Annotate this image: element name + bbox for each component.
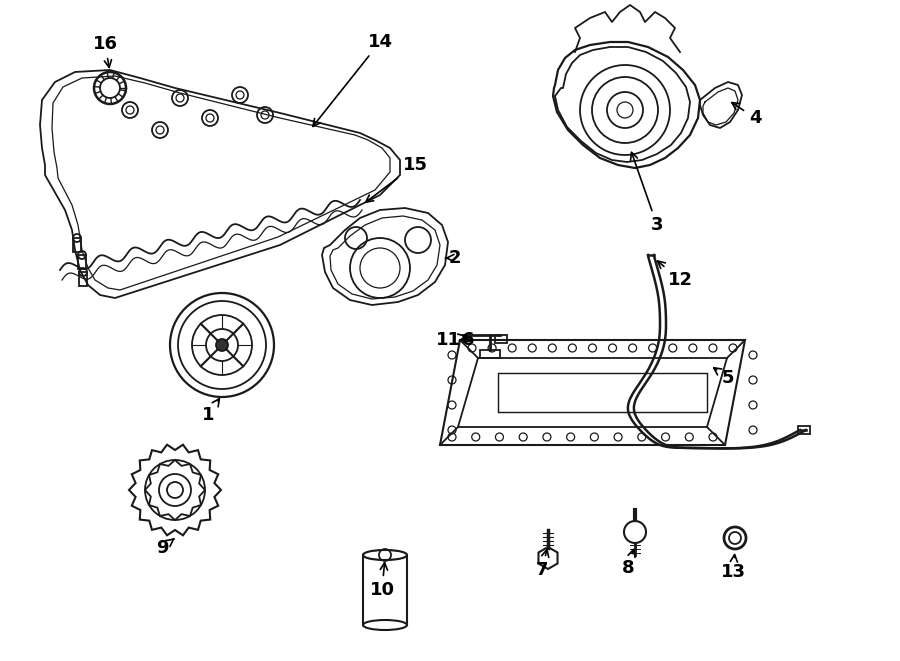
Bar — [73, 238, 81, 252]
Text: 3: 3 — [631, 153, 663, 234]
Text: 5: 5 — [714, 368, 734, 387]
Circle shape — [216, 339, 228, 351]
Text: 16: 16 — [93, 35, 118, 67]
Text: 14: 14 — [313, 33, 392, 126]
Text: 8: 8 — [622, 549, 635, 577]
Text: 1: 1 — [202, 399, 220, 424]
Text: 15: 15 — [365, 156, 428, 202]
Text: 2: 2 — [446, 249, 461, 267]
Bar — [495, 335, 507, 343]
Text: 4: 4 — [732, 102, 761, 127]
Text: 10: 10 — [370, 563, 394, 599]
Bar — [798, 426, 810, 434]
Bar — [79, 272, 87, 286]
Text: 11: 11 — [436, 331, 466, 349]
Text: 9: 9 — [156, 539, 174, 557]
Text: 12: 12 — [658, 261, 692, 289]
Text: 7: 7 — [536, 549, 549, 579]
Bar — [480, 350, 500, 358]
Text: 6: 6 — [462, 331, 474, 349]
Bar — [78, 255, 86, 269]
Text: 13: 13 — [721, 555, 745, 581]
